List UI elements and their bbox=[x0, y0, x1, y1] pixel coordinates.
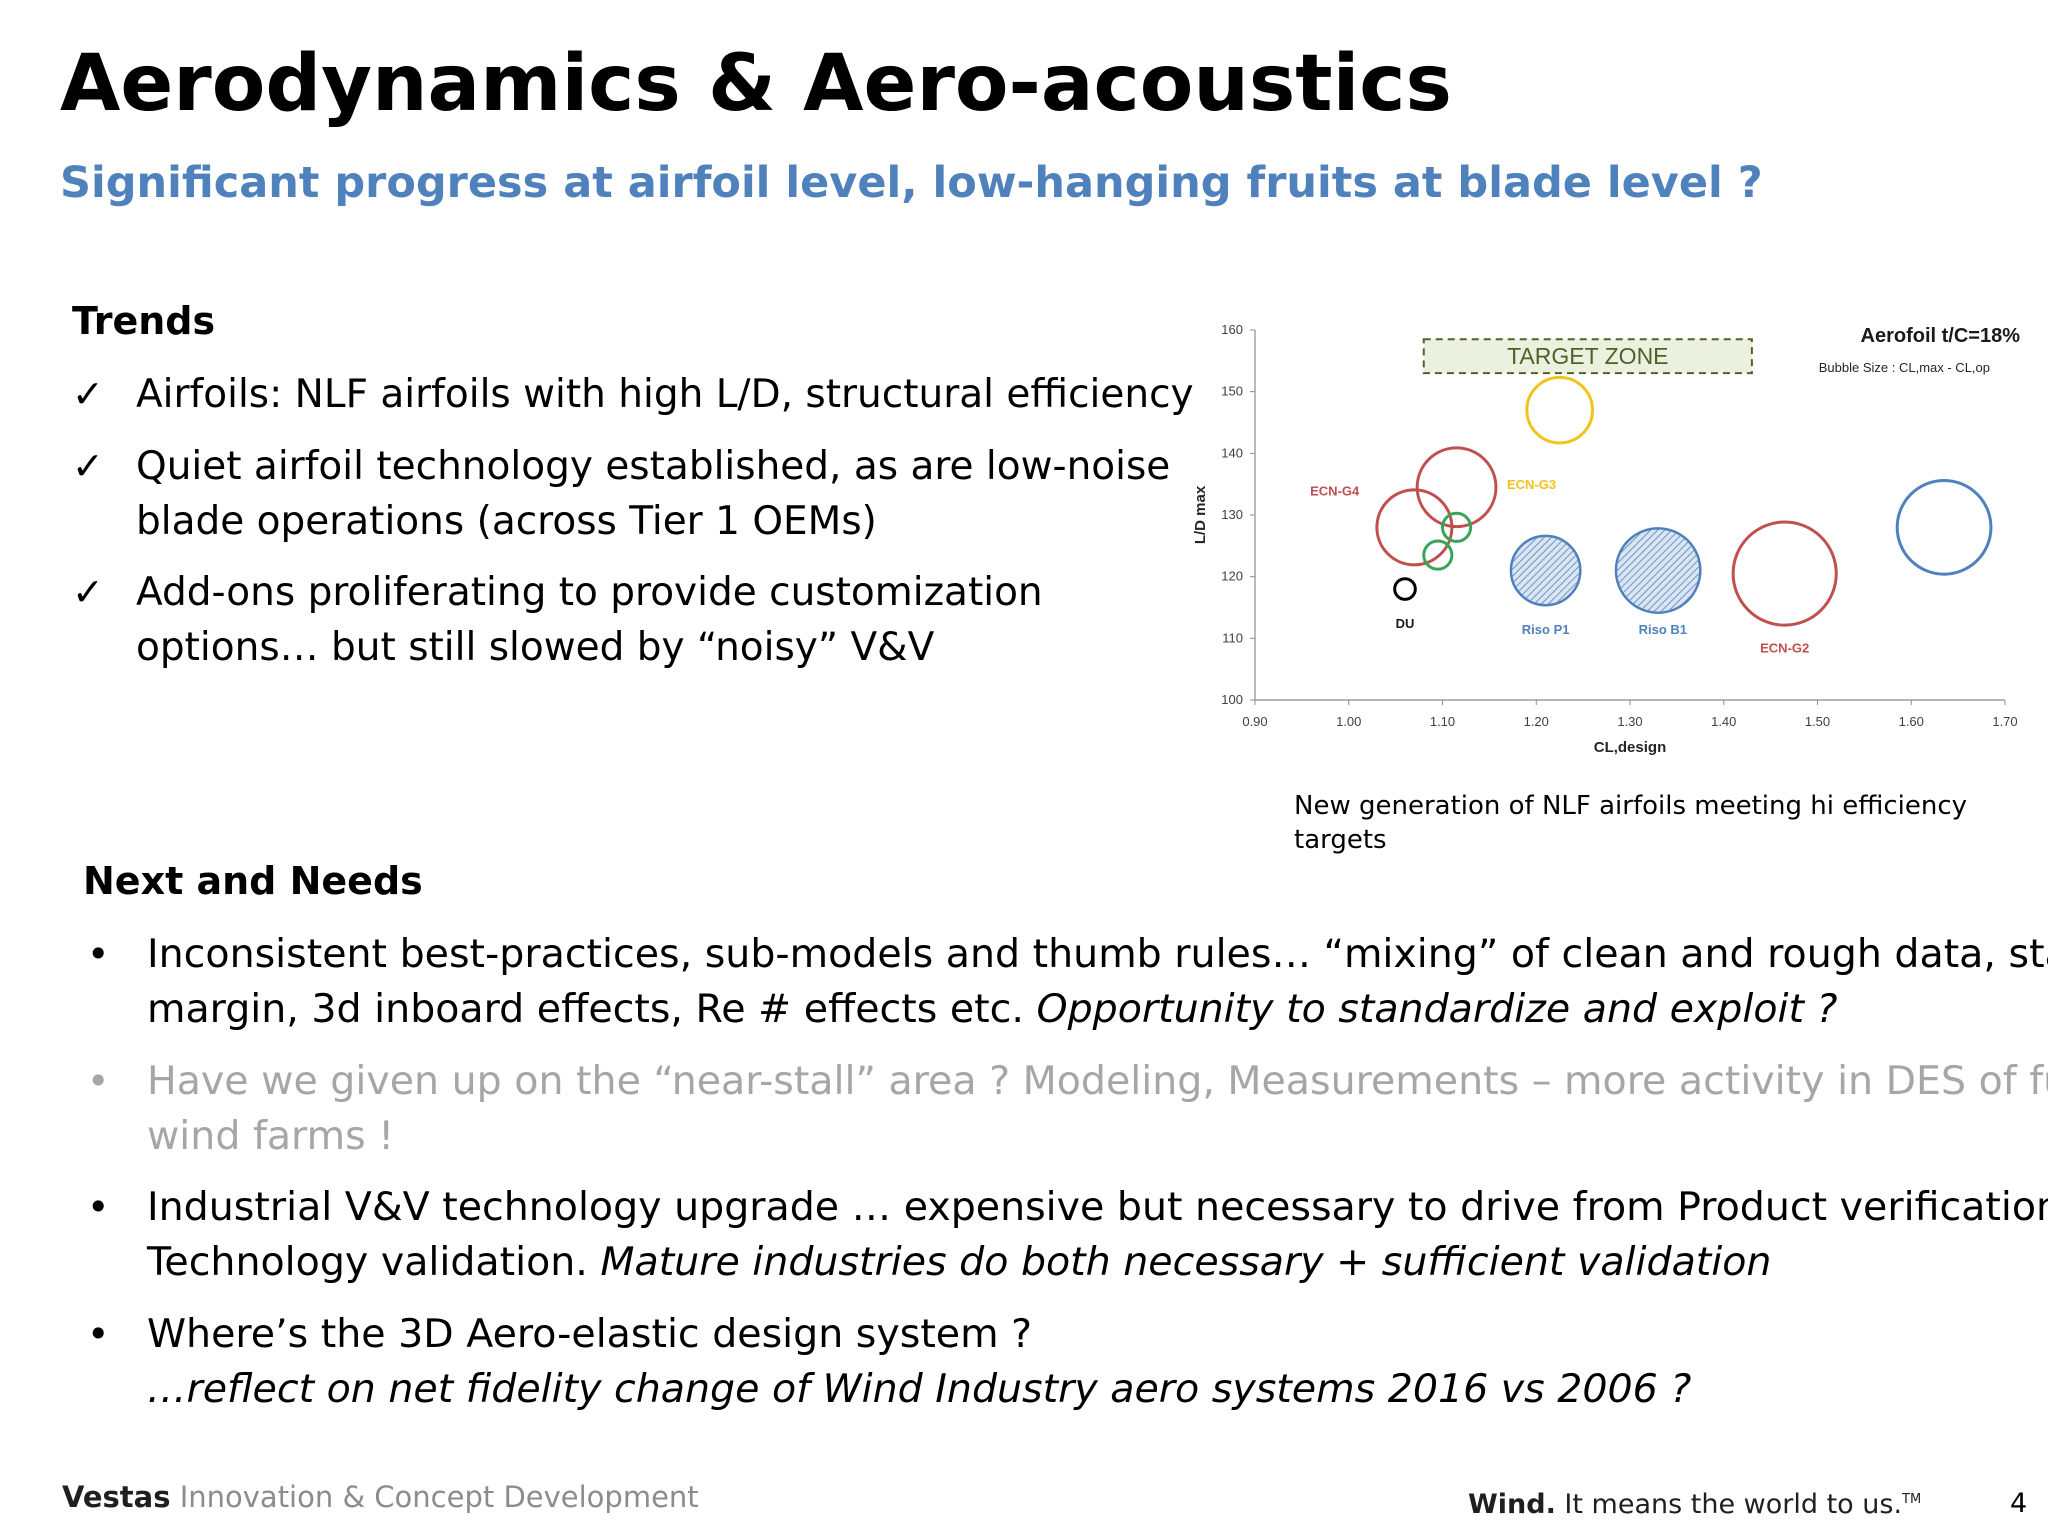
page-number: 4 bbox=[2010, 1488, 2028, 1519]
x-tick-label: 1.70 bbox=[1992, 714, 2017, 729]
need-text: Where’s the 3D Aero-elastic design syste… bbox=[147, 1307, 1691, 1417]
trend-line: blade operations (across Tier 1 OEMs) bbox=[136, 499, 877, 544]
trend-text: Add-ons proliferating to provide customi… bbox=[136, 565, 1043, 675]
chart-caption: New generation of NLF airfoils meeting h… bbox=[1294, 791, 1968, 855]
footer-branding: Vestas Innovation & Concept Development bbox=[62, 1478, 699, 1516]
need-text: Inconsistent best-practices, sub-models … bbox=[147, 927, 2048, 1037]
bubble bbox=[1415, 446, 1498, 529]
need-emphasis: Opportunity to standardize and exploit ? bbox=[1036, 986, 1838, 1032]
bullet-dot-icon: • bbox=[87, 1059, 110, 1103]
x-axis-title: CL,design bbox=[1594, 739, 1667, 756]
bullet-dot-icon: • bbox=[87, 1185, 110, 1229]
checkmark-icon: ✓ bbox=[72, 444, 104, 488]
bubble-label: ECN-G4 bbox=[1310, 483, 1360, 498]
bubble bbox=[1731, 520, 1838, 627]
bubble bbox=[1422, 539, 1454, 571]
bullet-dot-icon: • bbox=[87, 932, 110, 976]
need-run: Technology validation. bbox=[147, 1239, 601, 1285]
slide-subtitle: Significant progress at airfoil level, l… bbox=[60, 158, 1763, 208]
bubble bbox=[1509, 534, 1582, 607]
airfoil-bubble-chart: 0.90 1.00 1.10 1.20 1.30 1.40 1.50 1.60 1.70 100 1… bbox=[1192, 322, 2021, 756]
y-tick-label: 120 bbox=[1221, 569, 1243, 584]
y-tick-label: 110 bbox=[1222, 630, 1243, 645]
need-run: Have we given up on the “near-stall” are… bbox=[147, 1058, 2048, 1104]
x-tick-label: 1.40 bbox=[1711, 714, 1736, 729]
need-emphasis: …reflect on net fidelity change of Wind … bbox=[147, 1366, 1692, 1412]
trademark-mark: TM bbox=[1902, 1492, 1922, 1507]
need-run: wind farms ! bbox=[147, 1113, 395, 1159]
needs-heading: Next and Needs bbox=[83, 859, 423, 903]
y-tick-label: 140 bbox=[1221, 445, 1243, 460]
bubble bbox=[1393, 577, 1417, 601]
chart-subtitle: Bubble Size : CL,max - CL,op bbox=[1819, 360, 1990, 375]
bubble-label: Riso P1 bbox=[1522, 622, 1570, 637]
checkmark-icon: ✓ bbox=[72, 570, 104, 614]
trend-line: Airfoils: NLF airfoils with high L/D, st… bbox=[136, 372, 1194, 417]
x-tick-label: 1.00 bbox=[1336, 714, 1361, 729]
trend-line: Quiet airfoil technology established, as… bbox=[136, 444, 1171, 489]
trend-text: Airfoils: NLF airfoils with high L/D, st… bbox=[136, 367, 1194, 422]
y-axis-title: L/D max bbox=[1192, 485, 1209, 544]
bubble bbox=[1441, 511, 1473, 543]
need-run: margin, 3d inboard effects, Re # effects… bbox=[147, 986, 1037, 1032]
tagline-bold: Wind. bbox=[1468, 1489, 1556, 1520]
y-tick-label: 150 bbox=[1221, 384, 1243, 399]
y-tick-label: 160 bbox=[1221, 322, 1243, 337]
slide-title: Aerodynamics & Aero-acoustics bbox=[60, 39, 1452, 129]
x-tick-label: 1.30 bbox=[1617, 714, 1642, 729]
bubble-label: ECN-G2 bbox=[1760, 641, 1809, 656]
vestas-logo-text: Vestas bbox=[62, 1480, 171, 1514]
trends-heading: Trends bbox=[72, 299, 216, 343]
checkmark-icon: ✓ bbox=[72, 372, 104, 416]
need-run: Inconsistent best-practices, sub-models … bbox=[147, 931, 2048, 977]
tagline-rest: It means the world to us. bbox=[1555, 1489, 1903, 1520]
bubble bbox=[1375, 488, 1454, 567]
y-tick-label: 100 bbox=[1221, 692, 1243, 707]
x-tick-label: 0.90 bbox=[1242, 714, 1267, 729]
need-text: Have we given up on the “near-stall” are… bbox=[147, 1054, 2048, 1164]
x-tick-label: 1.20 bbox=[1524, 714, 1549, 729]
bubble-label: Riso B1 bbox=[1639, 622, 1687, 637]
target-zone-label: TARGET ZONE bbox=[1507, 343, 1668, 369]
x-tick-label: 1.60 bbox=[1899, 714, 1924, 729]
trend-line: Add-ons proliferating to provide customi… bbox=[136, 570, 1043, 615]
trend-text: Quiet airfoil technology established, as… bbox=[136, 439, 1170, 549]
chart-title: Aerofoil t/C=18% bbox=[1861, 325, 2021, 347]
y-tick-label: 130 bbox=[1221, 507, 1243, 522]
x-tick-label: 1.50 bbox=[1805, 714, 1830, 729]
bubble bbox=[1525, 375, 1594, 445]
need-run: Where’s the 3D Aero-elastic design syste… bbox=[147, 1311, 1033, 1357]
bullet-dot-icon: • bbox=[87, 1312, 110, 1356]
footer-unit: Innovation & Concept Development bbox=[170, 1480, 699, 1514]
bubble-label: DU bbox=[1396, 616, 1415, 631]
target-zone-box bbox=[1422, 338, 1753, 375]
needs-list: • Inconsistent best-practices, sub-models… bbox=[83, 927, 2048, 1447]
need-run: Industrial V&V technology upgrade … expe… bbox=[147, 1184, 2048, 1230]
trend-line: options… but still slowed by “noisy” V&V bbox=[136, 625, 935, 670]
bubble bbox=[1895, 478, 1993, 576]
x-tick-label: 1.10 bbox=[1430, 714, 1455, 729]
bubble bbox=[1614, 527, 1702, 614]
trends-list: ✓ Airfoils: NLF airfoils with high L/D, s… bbox=[72, 367, 1194, 687]
bubble-label: ECN-G3 bbox=[1507, 477, 1556, 492]
need-emphasis: Mature industries do both necessary + su… bbox=[600, 1239, 1772, 1285]
footer-tagline: Wind. It means the world to us.TM bbox=[1468, 1482, 1921, 1523]
need-text: Industrial V&V technology upgrade … expe… bbox=[147, 1180, 2048, 1290]
